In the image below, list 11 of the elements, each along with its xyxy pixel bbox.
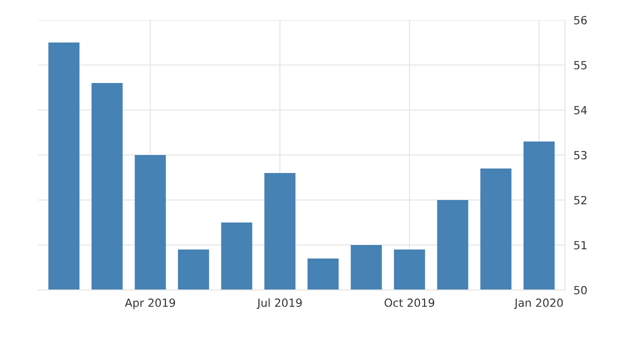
y-tick-label: 51 [574, 241, 586, 250]
x-tick-label: Jan 2020 [514, 298, 563, 309]
x-tick-label: Oct 2019 [384, 298, 434, 307]
y-tick-label: 50 [574, 286, 587, 294]
x-tick-label: Jul 2019 [256, 298, 302, 309]
x-tick-label: Apr 2019 [124, 298, 176, 310]
y-tick-label: 53 [574, 150, 587, 160]
y-tick-label: 55 [574, 61, 586, 70]
y-tick-label: 54 [574, 106, 587, 114]
y-tick-label: 52 [574, 196, 586, 204]
y-tick-label: 56 [574, 16, 587, 24]
